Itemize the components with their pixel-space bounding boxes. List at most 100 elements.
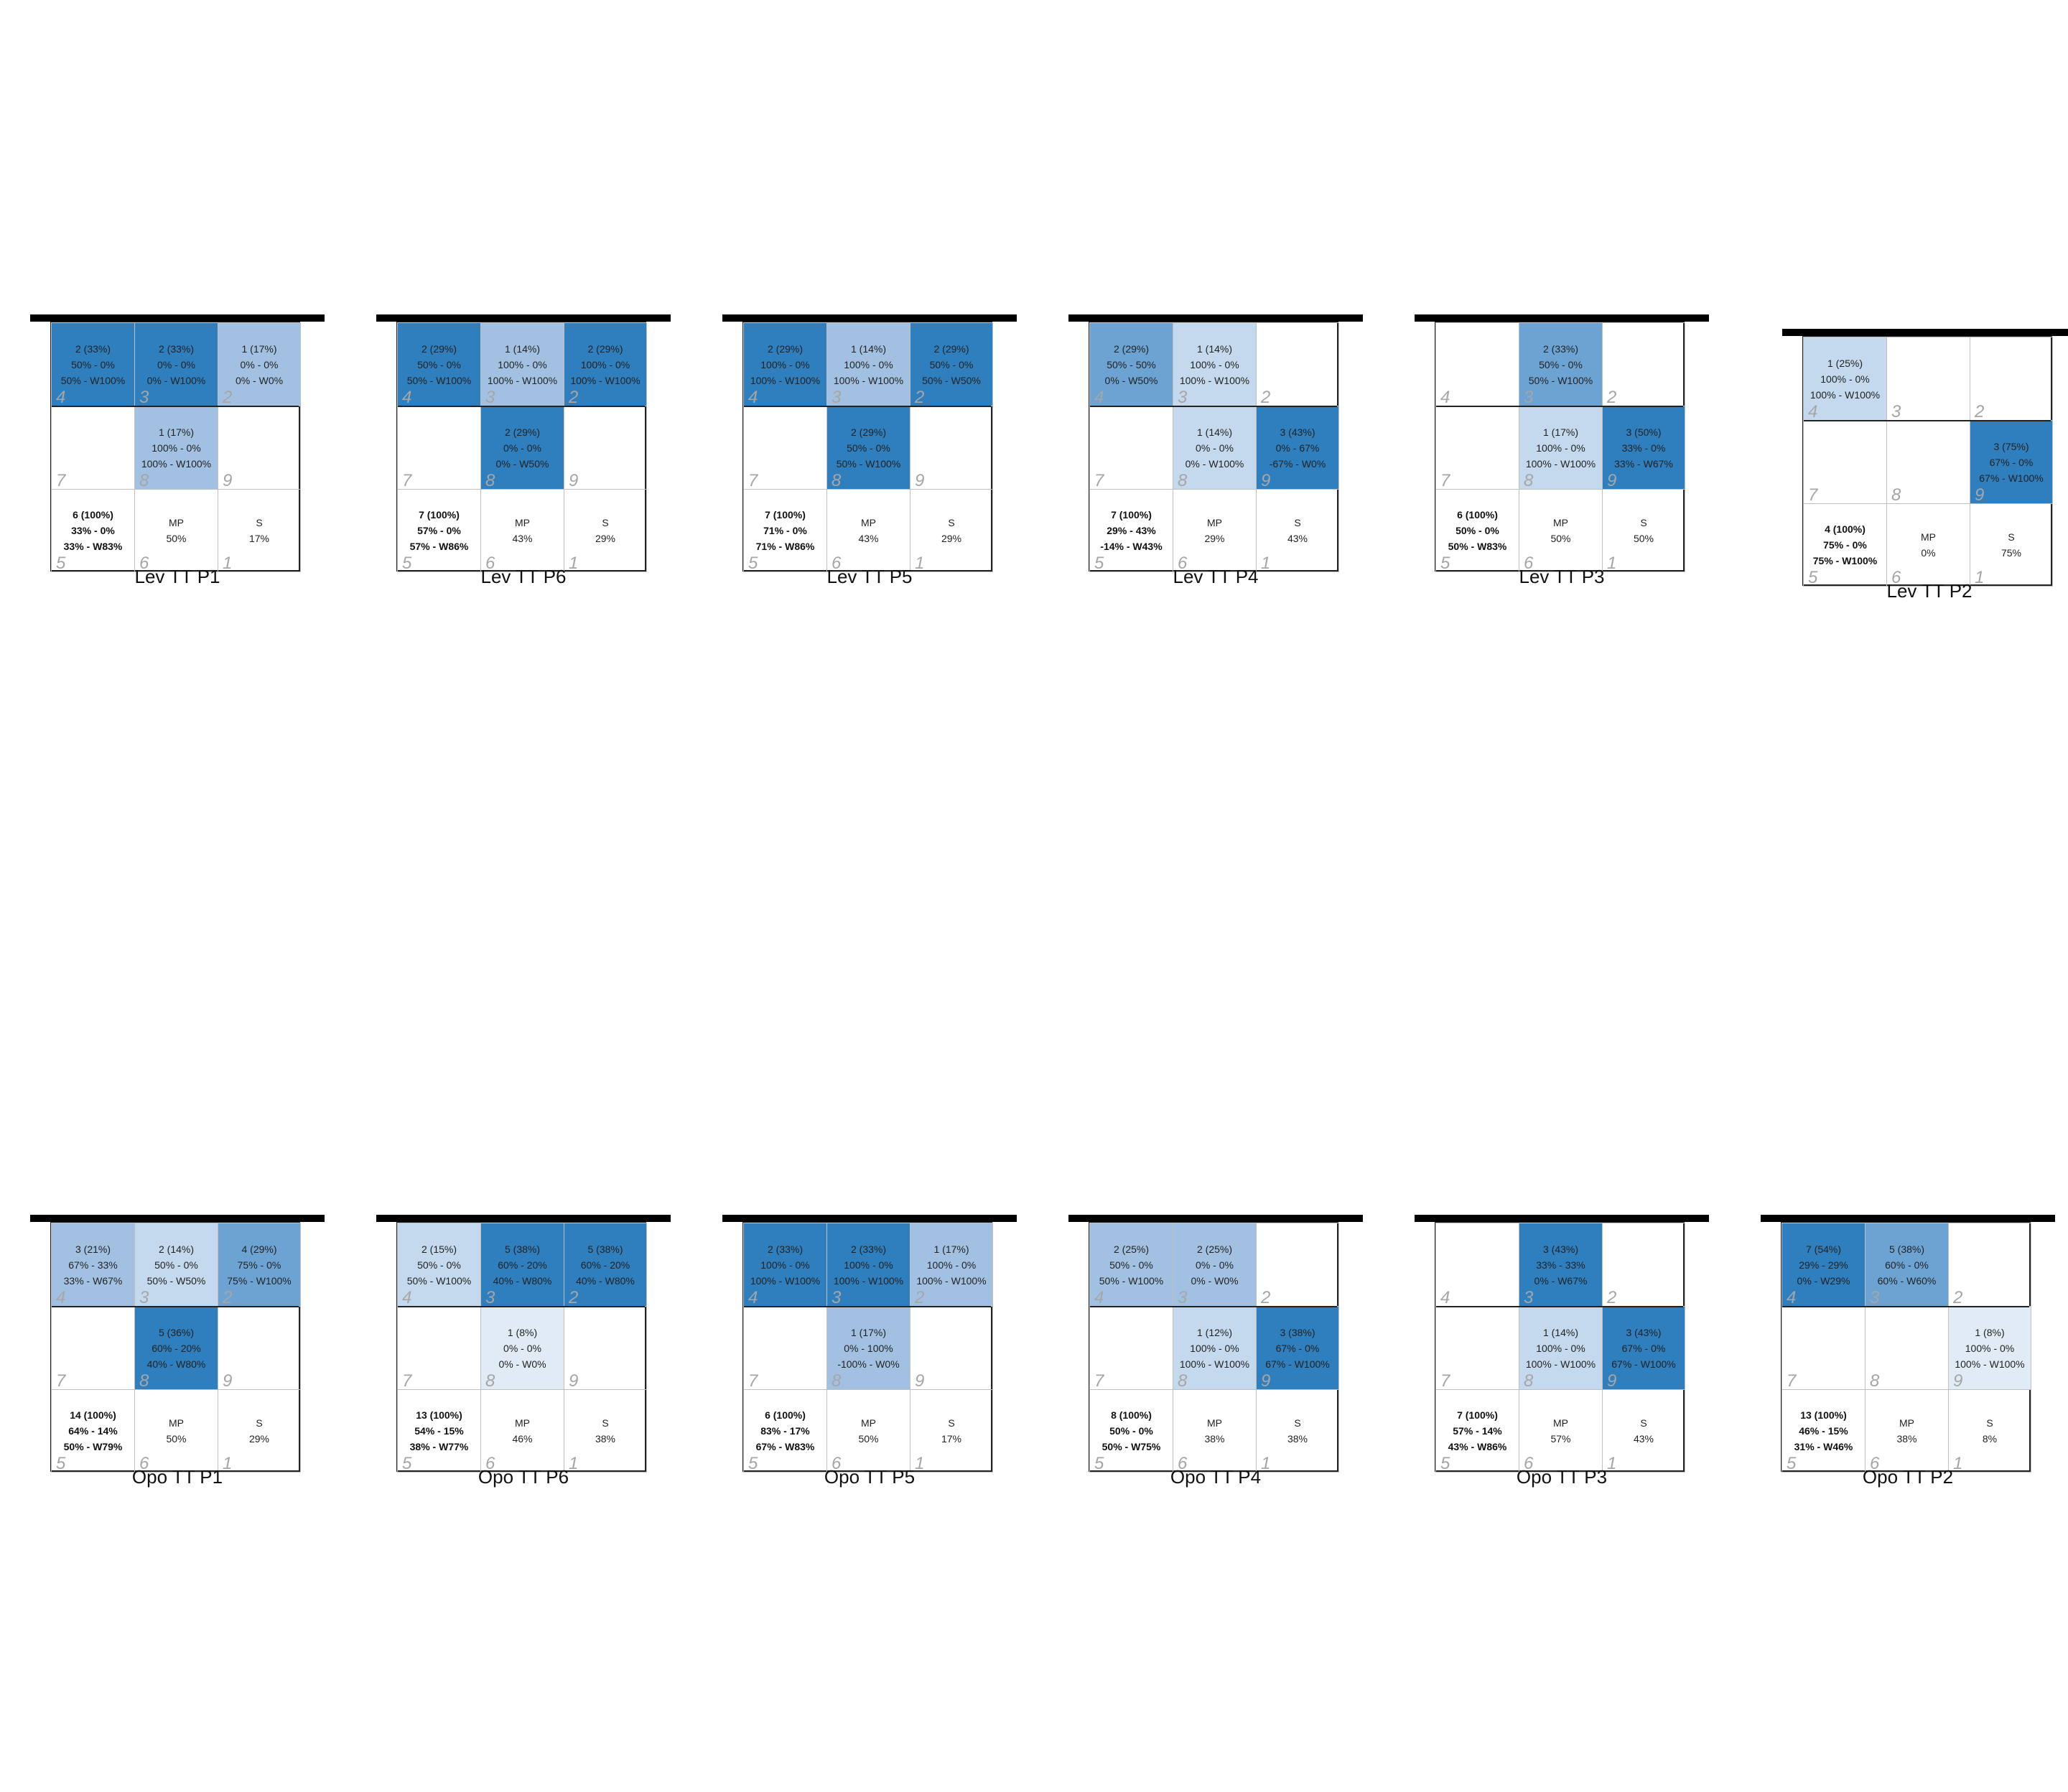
zone-stat-line: 67% - 0% <box>1275 1342 1320 1354</box>
zone-cell: 5 (36%) 60% - 20% 40% - W80% 8 <box>134 1306 218 1391</box>
zone-stat-line: S <box>1294 1417 1301 1429</box>
zone-stat-line: 1 (17%) <box>158 426 195 438</box>
zone-stat-line: 75% <box>2001 547 2022 559</box>
zone-stat-line: 2 (29%) <box>767 342 804 355</box>
zone-stats: 7 (100%) 29% - 43% -14% - W43% <box>1090 490 1173 571</box>
zone-number: 8 <box>1891 485 1901 505</box>
zone-stats: 1 (14%) 100% - 0% 100% - W100% <box>481 323 564 406</box>
zone-number: 4 <box>1094 1288 1104 1307</box>
zone-cell: 1 (14%) 100% - 0% 100% - W100% 3 <box>1173 322 1257 407</box>
zone-stat-line: 75% - 0% <box>1823 539 1867 551</box>
zone-cell: 2 (25%) 0% - 0% 0% - W0% 3 <box>1173 1223 1257 1307</box>
zone-number: 4 <box>1808 402 1818 421</box>
zone-stat-line: 67% - 0% <box>1989 456 2034 468</box>
zone-cell: 1 (8%) 0% - 0% 0% - W0% 8 <box>480 1306 564 1391</box>
zone-stat-line: 43% <box>858 533 879 544</box>
zone-stat-line: MP <box>1207 1417 1222 1429</box>
zone-cell: 3 (21%) 67% - 33% 33% - W67% 4 <box>51 1223 135 1307</box>
zone-cell: 7 (54%) 29% - 29% 0% - W29% 4 <box>1781 1223 1866 1307</box>
zone-cell: 8 <box>1886 420 1970 505</box>
zone-stat-line: 1 (14%) <box>850 342 887 355</box>
zone-stat-line: 100% - 0% <box>760 358 810 370</box>
zone-stat-line: 2 (33%) <box>850 1243 887 1255</box>
zone-number: 1 <box>569 1454 579 1473</box>
zone-number: 5 <box>1094 1454 1104 1473</box>
zone-stat-line: 2 (29%) <box>587 342 623 355</box>
zone-stat-line: MP <box>169 517 184 528</box>
zone-stat-line: 100% - 0% <box>152 442 201 454</box>
zone-number: 9 <box>1953 1371 1963 1391</box>
court-panel: 2 (29%) 50% - 50% 0% - W50% 4 1 (14%) 100% - … <box>1068 314 1363 587</box>
zone-stat-line: MP <box>1899 1417 1914 1429</box>
zone-stat-line: MP <box>861 517 876 528</box>
attack-line <box>1090 406 1337 407</box>
zone-number: 1 <box>915 1454 925 1473</box>
zone-number: 4 <box>1787 1288 1797 1307</box>
zone-cell: S 43% 1 <box>1602 1389 1685 1473</box>
zone-stat-line: 50% - 0% <box>154 1259 198 1271</box>
zone-stats: MP 46% <box>481 1390 564 1472</box>
zone-cell: 9 <box>218 1306 301 1391</box>
panel-title: Lev TT P2 <box>1886 580 1972 602</box>
zone-number: 2 <box>1607 388 1617 407</box>
zone-number: 1 <box>1261 554 1271 573</box>
zone-number: 4 <box>56 1288 66 1307</box>
zone-stat-line: 0% - W0% <box>1191 1274 1239 1287</box>
zone-stats: 2 (15%) 50% - 0% 50% - W100% <box>398 1223 480 1306</box>
zone-number: 9 <box>569 471 579 490</box>
zone-stats: 1 (25%) 100% - 0% 100% - W100% <box>1804 337 1886 420</box>
zone-stat-line: 100% - W100% <box>141 457 212 470</box>
zone-stats: 13 (100%) 54% - 15% 38% - W77% <box>398 1390 480 1472</box>
zone-cell: 7 <box>397 1306 481 1391</box>
zone-cell: 6 (100%) 83% - 17% 67% - W83% 5 <box>743 1389 827 1473</box>
zone-stats: 4 (100%) 75% - 0% 75% - W100% <box>1804 504 1886 586</box>
zone-cell: 7 <box>397 406 481 490</box>
zone-stats: 2 (33%) 100% - 0% 100% - W100% <box>827 1223 910 1306</box>
zone-stat-line: S <box>2008 531 2015 543</box>
zone-number: 5 <box>402 554 412 573</box>
zone-stats: 3 (21%) 67% - 33% 33% - W67% <box>52 1223 134 1306</box>
zone-number: 2 <box>1607 1288 1617 1307</box>
zone-stat-line: 2 (29%) <box>504 426 541 438</box>
zone-stats: 7 (100%) 71% - 0% 71% - W86% <box>744 490 826 571</box>
zone-stat-line: 50% - 0% <box>1109 1425 1153 1437</box>
zone-number: 7 <box>1440 1371 1450 1391</box>
zone-cell: 1 (17%) 0% - 100% -100% - W0% 8 <box>826 1306 910 1391</box>
zone-stat-line: 75% - 0% <box>237 1259 281 1271</box>
net-line <box>1761 1215 2055 1222</box>
zone-cell: MP 43% 6 <box>480 489 564 573</box>
zone-stat-line: S <box>602 1417 609 1429</box>
zone-stat-line: 3 (43%) <box>1626 1326 1662 1338</box>
zone-stats: 3 (75%) 67% - 0% 67% - W100% <box>1970 421 2052 503</box>
zone-number: 3 <box>139 1288 149 1307</box>
zone-cell: S 38% 1 <box>564 1389 647 1473</box>
zone-number: 7 <box>1094 1371 1104 1391</box>
zone-stat-line: 40% - W80% <box>576 1274 635 1287</box>
zone-stat-line: 8 (100%) <box>1111 1409 1152 1421</box>
zone-stat-line: 67% - W100% <box>1265 1358 1330 1370</box>
zone-stat-line: 50% - 0% <box>847 442 890 454</box>
zone-number: 5 <box>1094 554 1104 573</box>
zone-number: 6 <box>832 554 842 573</box>
zone-cell: S 50% 1 <box>1602 489 1685 573</box>
zone-cell: S 29% 1 <box>218 1389 301 1473</box>
zone-cell: MP 46% 6 <box>480 1389 564 1473</box>
zone-cell: S 17% 1 <box>910 1389 993 1473</box>
zone-stats: MP 43% <box>481 490 564 571</box>
zone-cell: MP 38% 6 <box>1865 1389 1949 1473</box>
zone-cell: 2 (29%) 100% - 0% 100% - W100% 4 <box>743 322 827 407</box>
zone-number: 5 <box>1440 554 1450 573</box>
panel-title: Lev TT P1 <box>134 566 220 587</box>
zone-number: 9 <box>223 471 233 490</box>
zone-stat-line: 29% <box>248 1433 270 1445</box>
zone-number: 1 <box>1261 1454 1271 1473</box>
zone-cell: 6 (100%) 33% - 0% 33% - W83% 5 <box>51 489 135 573</box>
zone-stat-line: 6 (100%) <box>73 509 113 521</box>
zone-stats: MP 50% <box>135 1390 218 1472</box>
zone-number: 1 <box>915 554 925 573</box>
zone-stat-line: 5 (38%) <box>504 1243 541 1255</box>
zone-number: 8 <box>1524 471 1534 490</box>
zone-stats: 2 (29%) 50% - 0% 50% - W100% <box>827 406 910 489</box>
zone-number: 8 <box>1178 471 1188 490</box>
zone-number: 6 <box>1178 554 1188 573</box>
